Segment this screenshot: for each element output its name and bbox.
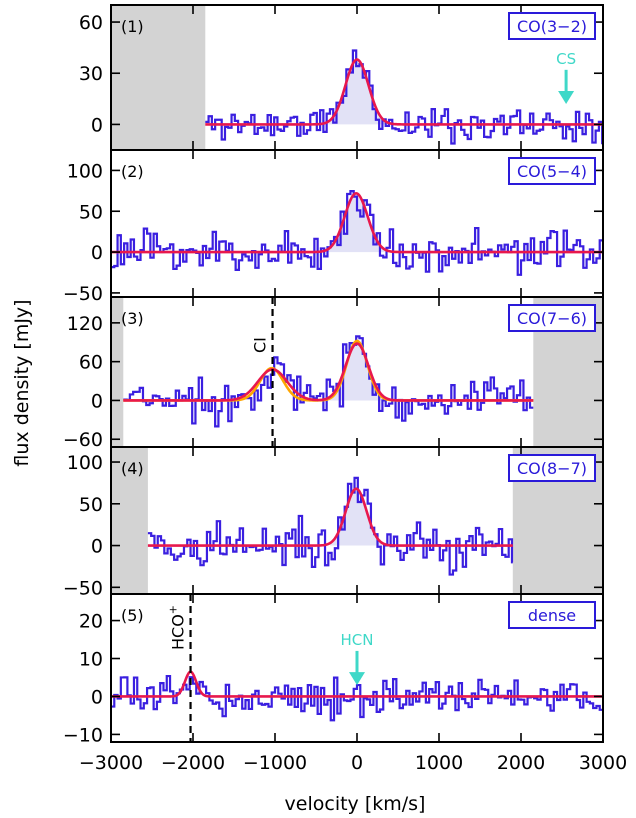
y-tick-label: 60: [79, 12, 103, 34]
gaussian-fit-curve: [111, 191, 603, 254]
transition-label-box: [508, 601, 596, 629]
arrow-marker-label: CS: [556, 50, 576, 68]
x-tick-label: 1000: [415, 752, 463, 774]
line-id-label: HCO+: [167, 605, 188, 650]
gaussian-fit-curve: [123, 342, 534, 402]
y-tick-label: 0: [91, 242, 103, 264]
transition-label: CO(3−2): [517, 17, 587, 36]
gaussian-fit-curve: [111, 670, 603, 698]
y-axis-title: flux density [mJy]: [11, 299, 33, 466]
y-tick-label: 100: [67, 452, 103, 474]
y-tick-label: −10: [63, 724, 103, 746]
y-tick-label: 0: [91, 390, 103, 412]
transition-label-box: [508, 157, 596, 185]
transition-label-box: [508, 304, 596, 332]
y-tick-label: 0: [91, 536, 103, 558]
masked-region: [111, 297, 124, 447]
y-tick-label: 60: [79, 352, 103, 374]
line-flux-shading: [327, 193, 385, 253]
arrow-marker-label: HCN: [341, 631, 374, 649]
x-tick-label: 3000: [579, 752, 627, 774]
masked-region: [111, 5, 206, 150]
x-tick-label: 2000: [497, 752, 545, 774]
spectrum-trace: [205, 49, 603, 145]
transition-label: dense: [528, 606, 576, 625]
y-tick-label: 50: [79, 201, 103, 223]
panel-4: −50 0 50 100 (4) CO(8−7): [63, 446, 604, 599]
y-tick-label: −60: [63, 429, 103, 451]
y-tick-label: 20: [79, 611, 103, 633]
panel-1: CS 0 30 60 (1) CO(3−2): [79, 4, 604, 151]
x-tick-label: −3000: [79, 752, 143, 774]
y-tick-label: 30: [79, 63, 103, 85]
transition-label: CO(5−4): [517, 162, 587, 181]
y-tick-label: 0: [91, 686, 103, 708]
y-tick-label: 50: [79, 494, 103, 516]
panel-5: HCO+ HCN −10 0 10 20 (5) dense: [63, 593, 604, 746]
y-tick-label: 100: [67, 160, 103, 182]
panel-index-label: (2): [121, 162, 144, 181]
transition-label: CO(7−6): [517, 309, 587, 328]
y-tick-label: 120: [67, 313, 103, 335]
y-tick-label: 10: [79, 649, 103, 671]
panel-index-label: (3): [121, 309, 144, 328]
panel-index-label: (5): [121, 606, 144, 625]
arrow-marker-head: [558, 90, 575, 104]
spectrum-trace: [147, 476, 514, 576]
spectrum-trace: [123, 335, 534, 428]
gaussian-fit-curve: [147, 487, 513, 547]
y-tick-label: −50: [63, 283, 103, 305]
line-flux-shading: [328, 59, 386, 125]
transition-label: CO(8−7): [517, 459, 587, 478]
y-tick-label: −50: [63, 577, 103, 599]
spectrum-trace: [111, 190, 603, 276]
line-id-label: CI: [251, 337, 270, 353]
transition-label-box: [508, 454, 596, 482]
line-flux-shading: [330, 488, 383, 546]
x-tick-label: −2000: [161, 752, 225, 774]
y-tick-label: 0: [91, 114, 103, 136]
gaussian-fit-curve: [205, 58, 603, 126]
x-axis-title: velocity [km/s]: [285, 793, 426, 815]
panel-index-label: (4): [121, 459, 144, 478]
panel-2: −50 0 50 100 (2) CO(5−4): [63, 149, 604, 305]
spectrum-trace: [111, 674, 603, 722]
transition-label-box: [508, 12, 596, 40]
masked-region: [111, 447, 148, 594]
panel-3: CI −60 0 60 120 (3) CO(7−6): [63, 296, 604, 451]
x-tick-label: 0: [351, 752, 363, 774]
arrow-marker-head: [349, 672, 365, 686]
panel-index-label: (1): [121, 17, 144, 36]
x-tick-label: −1000: [243, 752, 307, 774]
